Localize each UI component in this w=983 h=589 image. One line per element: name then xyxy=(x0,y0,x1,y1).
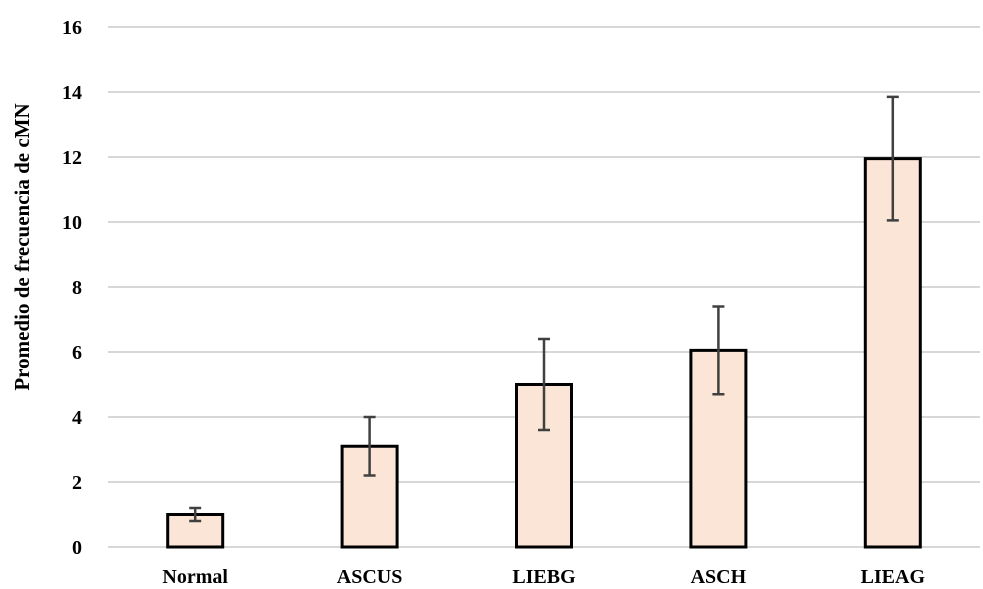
y-tick-label: 0 xyxy=(72,537,82,559)
error-bar-normal xyxy=(189,506,202,523)
y-tick-label: 14 xyxy=(62,82,82,104)
x-tick-label: LIEBG xyxy=(512,566,576,588)
y-tick-label: 12 xyxy=(62,147,82,169)
y-tick-label: 16 xyxy=(62,17,82,39)
x-tick-label: Normal xyxy=(162,566,228,588)
error-bar-ascus xyxy=(363,415,376,477)
y-axis-title: Promedio de frecuencia de cMN xyxy=(10,103,34,390)
y-tick-labels: 0 2 4 6 8 10 12 14 16 xyxy=(62,17,82,559)
y-tick-label: 8 xyxy=(72,277,82,299)
x-tick-label: LIEAG xyxy=(861,566,926,588)
error-bars xyxy=(189,95,899,523)
gridlines xyxy=(108,26,980,548)
error-bar-liebg xyxy=(538,337,550,432)
error-bar-lieag xyxy=(886,95,899,222)
y-tick-label: 4 xyxy=(72,407,82,429)
y-tick-label: 10 xyxy=(62,212,82,234)
x-tick-label: ASCH xyxy=(691,566,747,588)
x-tick-label: ASCUS xyxy=(337,566,403,588)
x-tick-labels: Normal ASCUS LIEBG ASCH LIEAG xyxy=(162,566,925,588)
y-tick-label: 6 xyxy=(72,342,82,364)
error-bar-asch xyxy=(712,305,725,396)
y-tick-label: 2 xyxy=(72,472,82,494)
bars xyxy=(166,157,922,549)
